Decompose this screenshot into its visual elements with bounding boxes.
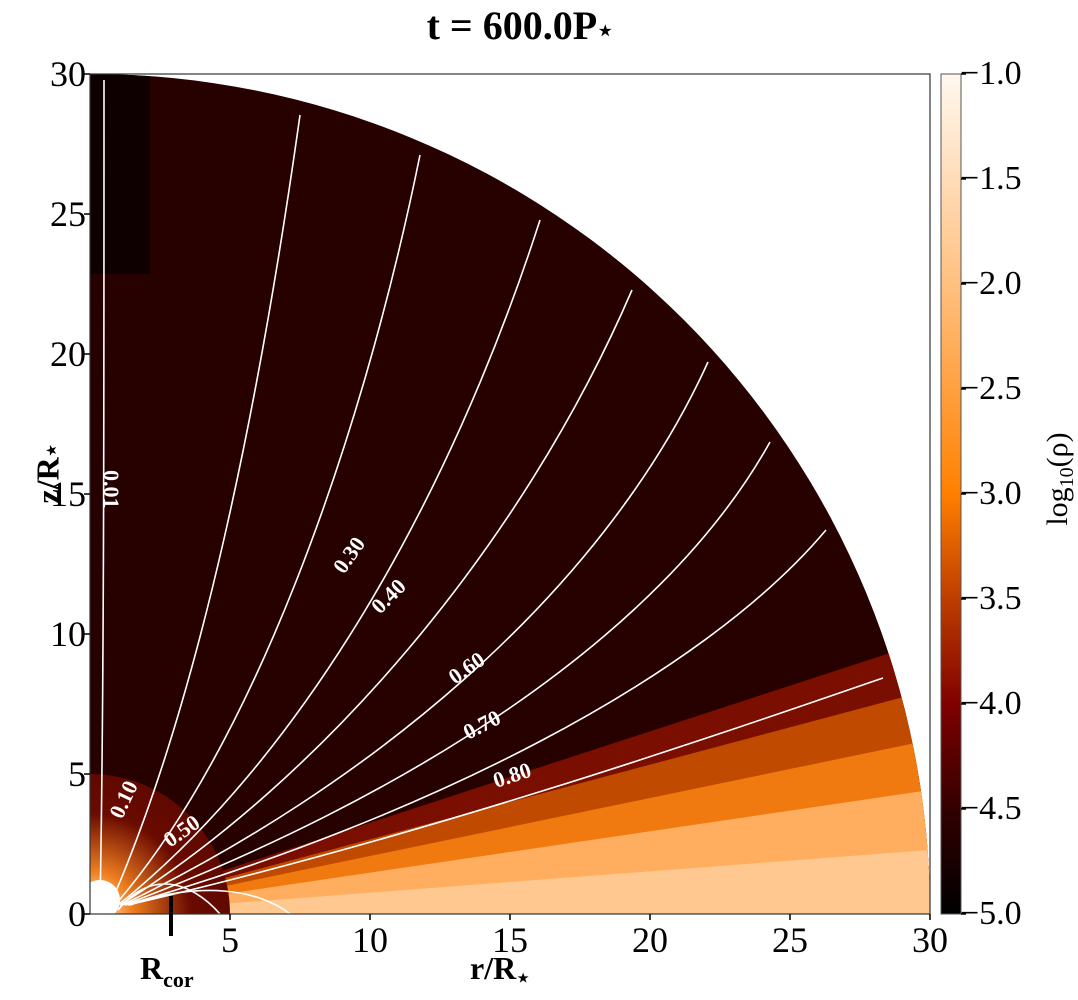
- y-tick: 30: [50, 54, 86, 94]
- x-tick: 20: [632, 920, 668, 960]
- x-tick: 25: [772, 920, 808, 960]
- contour-lines: [99, 79, 884, 914]
- y-tick: 0: [68, 894, 86, 934]
- colorbar: [940, 73, 962, 915]
- colorbar-tick: −4.0: [960, 685, 1022, 722]
- x-tick: 30: [912, 920, 948, 960]
- y-tick: 10: [50, 614, 86, 654]
- y-tick: 25: [50, 194, 86, 234]
- axis-ticks: [84, 73, 931, 920]
- colorbar-tick: −3.5: [960, 580, 1022, 617]
- y-tick: 20: [50, 334, 86, 374]
- colorbar-label: log10(ρ): [1041, 432, 1078, 526]
- x-tick: 10: [352, 920, 388, 960]
- colorbar-tick: −5.0: [960, 895, 1022, 932]
- svg-text:0.01: 0.01: [99, 470, 124, 509]
- y-axis-label: z/R⋆: [29, 443, 66, 504]
- colorbar-tick: −1.0: [960, 55, 1022, 92]
- chart-title: t = 600.0P⋆: [426, 3, 614, 48]
- x-tick: 15: [492, 920, 528, 960]
- colorbar-tick: −1.5: [960, 160, 1022, 197]
- colorbar-tick: −3.0: [960, 475, 1022, 512]
- rcor-label: Rcor: [140, 950, 194, 992]
- colorbar-tick: −4.5: [960, 790, 1022, 827]
- x-tick: 5: [221, 920, 239, 960]
- x-axis-label: r/R⋆: [470, 950, 530, 990]
- colorbar-tick: −2.5: [960, 370, 1022, 407]
- y-tick: 5: [68, 754, 86, 794]
- colorbar-tick: −2.0: [960, 265, 1022, 302]
- density-map: 0.01 0.10 0.30 0.40 0.50 0.60 0.70 0.80: [90, 74, 930, 914]
- y-tick: 15: [50, 474, 86, 514]
